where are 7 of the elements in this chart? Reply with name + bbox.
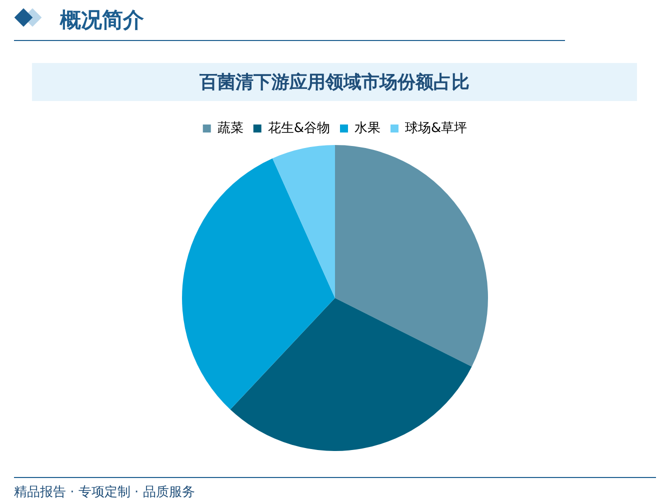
legend-label: 水果 bbox=[354, 120, 380, 136]
legend-label: 球场&草坪 bbox=[405, 120, 468, 136]
legend-label: 蔬菜 bbox=[217, 120, 244, 136]
text: 概况简介 bbox=[60, 7, 144, 34]
chart-title: 百菌清下游应用领域市场份额占比 bbox=[200, 71, 470, 94]
legend-label: 花生&谷物 bbox=[268, 120, 330, 136]
text: 精品报告 · 专项定制 · 品质服务 bbox=[14, 484, 195, 501]
